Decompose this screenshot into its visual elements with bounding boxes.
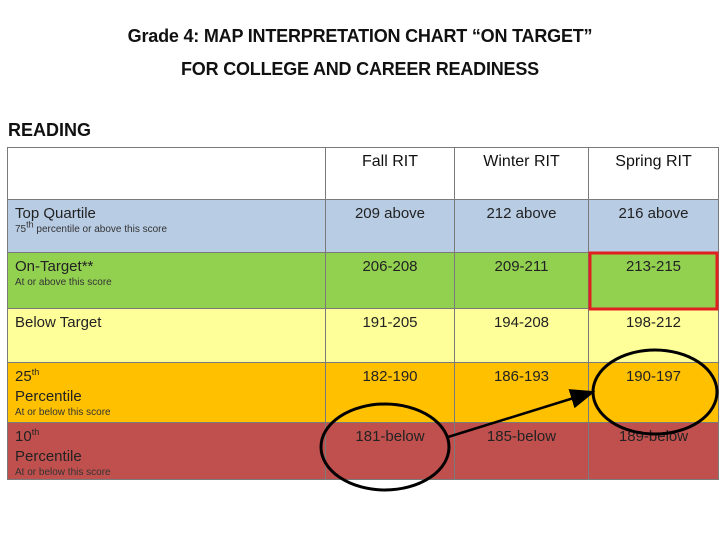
page-title: Grade 4: MAP INTERPRETATION CHART “ON TA… — [127, 26, 593, 46]
winter-value: 185-below — [454, 422, 589, 480]
row-label: 10th — [15, 427, 40, 446]
spring-25th-circle — [591, 348, 719, 436]
page-subtitle: FOR COLLEGE AND CAREER READINESS — [181, 59, 539, 79]
row-label: On-Target** — [15, 258, 94, 275]
row-label-line2: Percentile — [15, 448, 82, 465]
spring-value: 216 above — [588, 199, 719, 253]
fall-value: 191-205 — [325, 308, 455, 363]
winter-value: 194-208 — [454, 308, 589, 363]
table-row-below-target: Below Target 191-205 194-208 198-212 — [7, 308, 719, 363]
column-header-winter: Winter RIT — [454, 147, 589, 200]
table-row-25th-percentile: 25th Percentile At or below this score 1… — [7, 362, 719, 423]
row-label-cell: 10th Percentile At or below this score — [7, 422, 326, 480]
fall-value: 181-below — [325, 422, 455, 480]
winter-value: 209-211 — [454, 252, 589, 309]
row-sublabel: At or below this score — [15, 407, 111, 418]
row-sublabel: 75th percentile or above this score — [15, 219, 168, 235]
header-empty-cell — [7, 147, 326, 200]
row-label-line2: Percentile — [15, 388, 82, 405]
spring-value: 213-215 — [588, 252, 719, 309]
row-label: Below Target — [15, 314, 102, 331]
row-label: Top Quartile — [15, 205, 96, 222]
rit-interpretation-table: Fall RIT Winter RIT Spring RIT Top Quart… — [7, 147, 719, 480]
column-header-fall: Fall RIT — [325, 147, 455, 200]
table-row-on-target: On-Target** At or above this score 206-2… — [7, 252, 719, 309]
winter-value: 186-193 — [454, 362, 589, 423]
row-label-cell: Below Target — [7, 308, 326, 363]
row-label-cell: Top Quartile 75th percentile or above th… — [7, 199, 326, 253]
row-sublabel: At or above this score — [15, 277, 112, 288]
spring-on-target-highlight-box — [588, 251, 719, 311]
fall-value: 209 above — [325, 199, 455, 253]
spring-value: 190-197 — [588, 362, 719, 423]
winter-value: 212 above — [454, 199, 589, 253]
table-header-row: Fall RIT Winter RIT Spring RIT — [7, 147, 719, 200]
row-label: 25th — [15, 367, 40, 386]
section-heading-reading: READING — [8, 120, 92, 140]
fall-10th-circle — [319, 402, 451, 492]
row-sublabel: At or below this score — [15, 467, 111, 478]
row-label-cell: On-Target** At or above this score — [7, 252, 326, 309]
fall-value: 206-208 — [325, 252, 455, 309]
column-header-spring: Spring RIT — [588, 147, 719, 200]
row-label-cell: 25th Percentile At or below this score — [7, 362, 326, 423]
table-row-top-quartile: Top Quartile 75th percentile or above th… — [7, 199, 719, 253]
progress-arrow — [447, 389, 596, 439]
